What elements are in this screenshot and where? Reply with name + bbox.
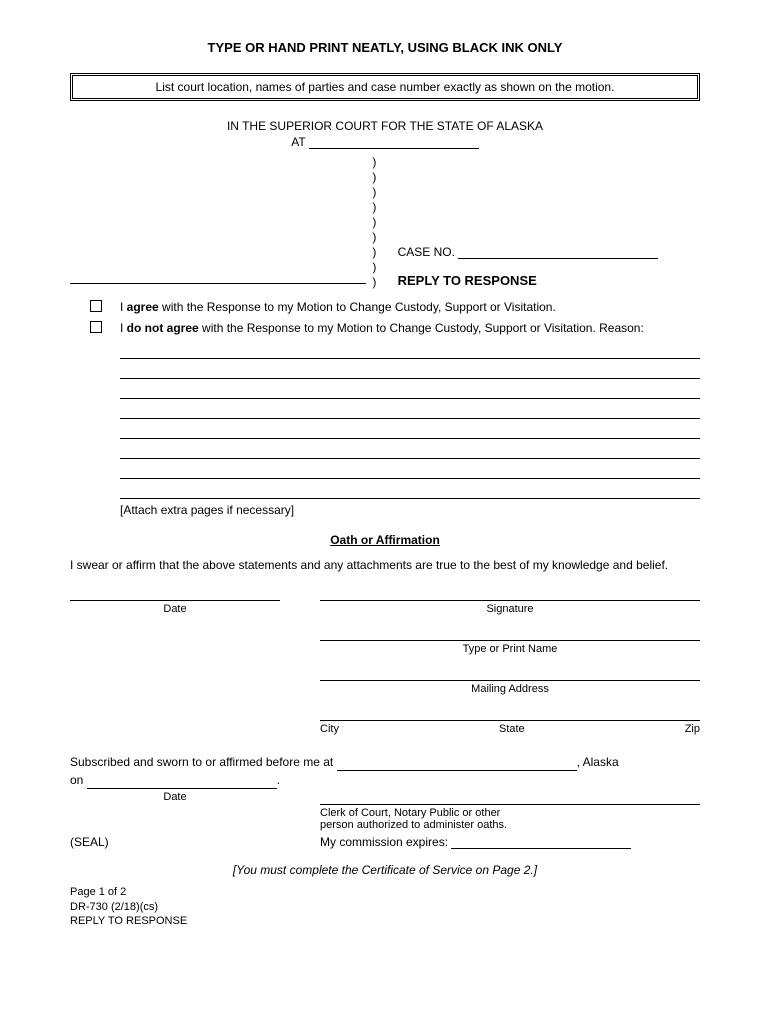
alaska-suffix: , Alaska — [577, 755, 619, 769]
commission-input[interactable] — [451, 848, 631, 849]
signature-row-3: Mailing Address — [70, 667, 700, 705]
city-state-zip-input[interactable] — [320, 707, 700, 721]
signature-block: Signature — [320, 587, 700, 615]
instruction-box: List court location, names of parties an… — [70, 73, 700, 101]
zip-label: Zip — [685, 723, 700, 735]
date-label: Date — [70, 603, 280, 615]
certificate-note: [You must complete the Certificate of Se… — [70, 863, 700, 877]
address-input[interactable] — [320, 667, 700, 681]
reason-line[interactable] — [120, 443, 700, 459]
case-no-label: CASE NO. — [398, 245, 455, 259]
disagree-text: I do not agree with the Response to my M… — [120, 320, 700, 337]
disagree-prefix: I — [120, 321, 127, 335]
agree-prefix: I — [120, 300, 127, 314]
sworn-statement: Subscribed and sworn to or affirmed befo… — [70, 753, 700, 789]
reason-lines — [120, 343, 700, 499]
agree-suffix: with the Response to my Motion to Change… — [159, 300, 556, 314]
agree-bold: agree — [127, 300, 159, 314]
oath-text: I swear or affirm that the above stateme… — [70, 557, 700, 574]
footer-form: DR-730 (2/18)(cs) — [70, 900, 700, 914]
disagree-checkbox[interactable] — [90, 321, 102, 333]
oath-heading: Oath or Affirmation — [70, 533, 700, 547]
reason-line[interactable] — [120, 343, 700, 359]
document-title: REPLY TO RESPONSE — [398, 273, 537, 288]
sworn-prefix: Subscribed and sworn to or affirmed befo… — [70, 755, 333, 769]
commission-label: My commission expires: — [320, 835, 451, 849]
attach-note: [Attach extra pages if necessary] — [120, 503, 700, 517]
seal-row: (SEAL) My commission expires: — [70, 835, 700, 849]
disagree-option-row: I do not agree with the Response to my M… — [90, 320, 700, 337]
date-input[interactable] — [70, 587, 280, 601]
notary-row: Date Clerk of Court, Notary Public or ot… — [70, 791, 700, 831]
sworn-date-input[interactable] — [87, 788, 277, 789]
signature-row-4: City State Zip — [70, 707, 700, 745]
city-state-zip-labels: City State Zip — [320, 723, 700, 735]
signature-input[interactable] — [320, 587, 700, 601]
reason-line[interactable] — [120, 463, 700, 479]
reason-line[interactable] — [120, 423, 700, 439]
court-name: IN THE SUPERIOR COURT FOR THE STATE OF A… — [70, 119, 700, 133]
court-location-input[interactable] — [309, 137, 479, 149]
page-footer: Page 1 of 2 DR-730 (2/18)(cs) REPLY TO R… — [70, 885, 700, 928]
on-label: on — [70, 773, 87, 787]
footer-title: REPLY TO RESPONSE — [70, 914, 700, 928]
case-number-input[interactable] — [458, 247, 658, 259]
disagree-suffix: with the Response to my Motion to Change… — [199, 321, 644, 335]
city-state-zip-block: City State Zip — [320, 707, 700, 735]
signature-label: Signature — [320, 603, 700, 615]
reason-line[interactable] — [120, 483, 700, 499]
notary-date-label: Date — [30, 791, 320, 803]
footer-page: Page 1 of 2 — [70, 885, 700, 899]
reason-line[interactable] — [120, 383, 700, 399]
clerk-line2: person authorized to administer oaths. — [320, 819, 700, 831]
reason-line[interactable] — [120, 403, 700, 419]
commission-block: My commission expires: — [320, 835, 700, 849]
reason-line[interactable] — [120, 363, 700, 379]
court-location-line: AT — [70, 135, 700, 149]
name-block: Type or Print Name — [320, 627, 700, 655]
case-caption: ))))))))) CASE NO. REPLY TO RESPONSE — [70, 155, 700, 295]
agree-text: I agree with the Response to my Motion t… — [120, 299, 700, 316]
state-label: State — [499, 723, 525, 735]
seal-label: (SEAL) — [70, 835, 320, 849]
agree-checkbox[interactable] — [90, 300, 102, 312]
city-label: City — [320, 723, 339, 735]
date-block: Date — [70, 587, 280, 615]
name-label: Type or Print Name — [320, 643, 700, 655]
notary-sig-block: Clerk of Court, Notary Public or other p… — [320, 791, 700, 831]
signature-row-2: Type or Print Name — [70, 627, 700, 665]
signature-row-1: Date Signature — [70, 587, 700, 625]
case-number-row: CASE NO. — [398, 245, 659, 259]
at-label: AT — [291, 135, 305, 149]
form-title: TYPE OR HAND PRINT NEATLY, USING BLACK I… — [70, 40, 700, 55]
name-input[interactable] — [320, 627, 700, 641]
caption-underline — [70, 283, 366, 284]
clerk-line1: Clerk of Court, Notary Public or other — [320, 807, 700, 819]
notary-date-block: Date — [70, 791, 320, 831]
disagree-bold: do not agree — [127, 321, 199, 335]
address-label: Mailing Address — [320, 683, 700, 695]
caption-divider: ))))))))) — [372, 155, 376, 290]
notary-signature-input[interactable] — [320, 791, 700, 805]
sworn-location-input[interactable] — [337, 770, 577, 771]
address-block: Mailing Address — [320, 667, 700, 695]
agree-option-row: I agree with the Response to my Motion t… — [90, 299, 700, 316]
